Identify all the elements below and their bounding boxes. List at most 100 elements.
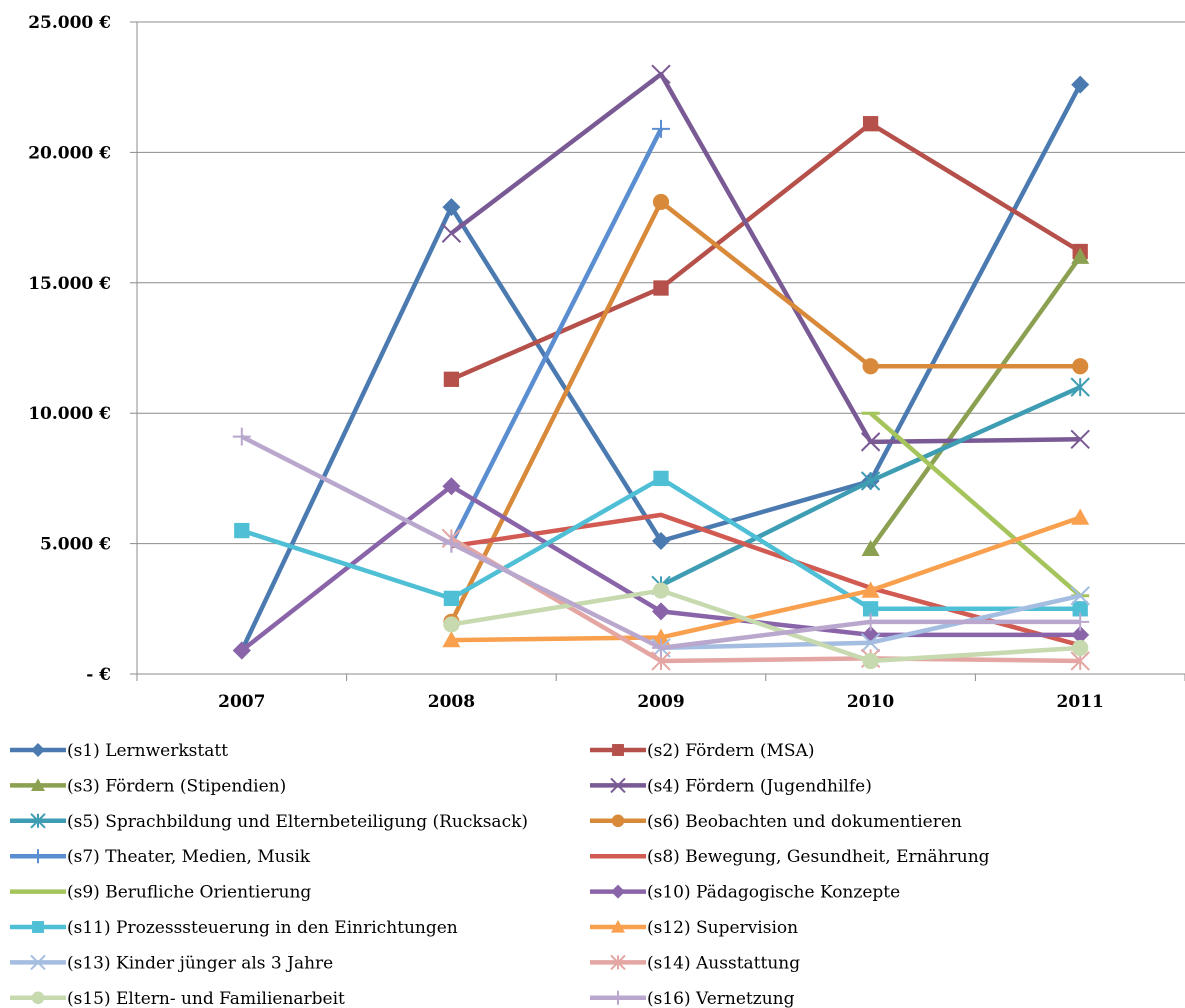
data-point — [32, 921, 44, 933]
legend-label: (s7) Theater, Medien, Musik — [67, 847, 311, 867]
series-line — [651, 377, 1090, 596]
legend-label: (s9) Berufliche Orientierung — [67, 883, 311, 903]
data-point — [861, 612, 880, 631]
legend-item: (s7) Theater, Medien, Musik — [10, 847, 311, 867]
data-point — [442, 198, 461, 217]
series-path — [868, 255, 1083, 551]
data-point — [1072, 358, 1089, 375]
data-point — [1070, 377, 1090, 397]
data-point — [652, 628, 670, 645]
series-lines — [232, 64, 1090, 671]
series-line — [232, 427, 1090, 657]
x-tick-label: 2010 — [847, 692, 894, 712]
legend-item: (s5) Sprachbildung und Elternbeteiligung… — [10, 812, 528, 832]
data-point — [861, 581, 880, 598]
x-axis-ticks: 2007 2008 2009 2010 2011 — [218, 692, 1104, 712]
data-point — [443, 616, 460, 633]
y-axis-ticks: - € 5.000 € 10.000 € 15.000 € 20.000 € 25.000… — [28, 13, 111, 685]
data-point — [611, 920, 625, 933]
legend-item: (s11) Prozesssteuerung in den Einrichtun… — [10, 918, 458, 938]
x-tick-label: 2009 — [637, 692, 684, 712]
legend-label: (s2) Fördern (MSA) — [647, 741, 814, 761]
data-point — [1070, 429, 1090, 449]
data-point — [1072, 639, 1089, 657]
legend-label: (s3) Fördern (Stipendien) — [67, 776, 286, 796]
data-point — [30, 813, 46, 829]
data-point — [31, 743, 45, 757]
series-line — [442, 119, 670, 553]
y-tick-label: 10.000 € — [28, 404, 111, 424]
series-line — [443, 582, 1089, 670]
x-tick-label: 2007 — [218, 692, 265, 712]
legend-label: (s5) Sprachbildung und Elternbeteiligung… — [67, 812, 528, 832]
data-point — [1071, 612, 1090, 631]
data-point — [31, 778, 45, 791]
series-path — [450, 536, 1081, 664]
legend-label: (s4) Fördern (Jugendhilfe) — [647, 776, 872, 796]
data-point — [860, 632, 881, 653]
y-tick-label: 25.000 € — [28, 13, 111, 33]
series-path — [449, 199, 1081, 623]
series-path — [450, 71, 1081, 445]
legend-item: (s15) Eltern- und Familienarbeit — [10, 989, 345, 1008]
series-line — [861, 247, 1090, 557]
data-point — [860, 471, 881, 491]
data-point — [652, 602, 670, 621]
y-tick-label: 20.000 € — [28, 143, 111, 163]
series-line — [441, 64, 1090, 452]
legend-label: (s10) Pädagogische Konzepte — [647, 883, 900, 903]
data-point — [862, 652, 879, 670]
data-point — [612, 744, 624, 756]
data-point — [652, 582, 670, 599]
x-tick-label: 2008 — [428, 692, 475, 712]
data-point — [653, 470, 669, 487]
data-point — [1070, 586, 1090, 606]
legend-label: (s12) Supervision — [647, 918, 798, 938]
legend-item: (s6) Beobachten und dokumentieren — [590, 812, 962, 832]
data-point — [232, 427, 251, 446]
data-point — [31, 991, 45, 1005]
legend-label: (s15) Eltern- und Familienarbeit — [67, 989, 345, 1008]
data-point — [1071, 247, 1090, 264]
legend-item: (s16) Vernetzung — [590, 989, 795, 1008]
legend-label: (s11) Prozesssteuerung in den Einrichtun… — [67, 918, 458, 938]
data-point — [610, 777, 626, 794]
data-point — [443, 371, 460, 387]
series-path — [451, 588, 1081, 664]
series-path — [451, 515, 1081, 643]
legend-label: (s6) Beobachten und dokumentieren — [647, 812, 962, 832]
legend-label: (s13) Kinder jünger als 3 Jahre — [67, 953, 333, 973]
legend-item: (s12) Supervision — [590, 918, 798, 938]
y-tick-label: 5.000 € — [40, 535, 111, 555]
data-point — [611, 884, 625, 899]
data-point — [1071, 75, 1090, 94]
legend-item: (s4) Fördern (Jugendhilfe) — [590, 776, 872, 796]
data-point — [862, 116, 879, 132]
data-point — [653, 280, 669, 296]
legend-label: (s14) Ausstattung — [647, 953, 800, 973]
legend-item: (s2) Fördern (MSA) — [590, 741, 814, 761]
legend-item: (s14) Ausstattung — [590, 953, 800, 973]
data-point — [441, 223, 462, 243]
data-point — [1071, 508, 1090, 525]
x-tick-label: 2011 — [1057, 692, 1104, 712]
series-line — [234, 470, 1088, 617]
series-path — [451, 512, 1081, 648]
legend-item: (s1) Lernwerkstatt — [10, 741, 228, 761]
legend-item: (s8) Bewegung, Gesundheit, Ernährung — [590, 847, 990, 867]
data-point — [860, 432, 881, 452]
data-point — [610, 954, 626, 971]
data-point — [652, 119, 670, 138]
legend-item: (s13) Kinder jünger als 3 Jahre — [10, 953, 333, 973]
data-point — [862, 358, 879, 375]
data-point — [861, 539, 880, 557]
data-point — [443, 590, 460, 607]
data-point — [652, 638, 670, 657]
data-point — [611, 990, 625, 1005]
data-point — [31, 849, 45, 864]
legend: (s1) Lernwerkstatt (s2) Fördern (MSA) (s3)… — [10, 741, 990, 1008]
data-point — [862, 601, 879, 617]
data-point — [30, 954, 46, 971]
axes — [130, 21, 1185, 681]
